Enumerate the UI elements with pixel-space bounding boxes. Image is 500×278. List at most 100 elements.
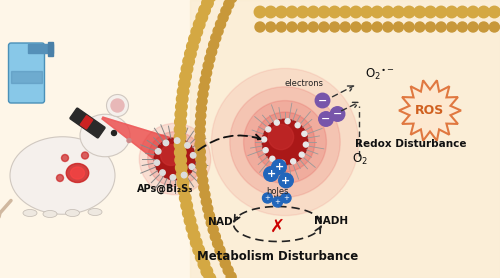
- Circle shape: [298, 22, 308, 32]
- Text: +: +: [283, 195, 289, 201]
- Bar: [48, 41, 54, 56]
- Circle shape: [198, 175, 208, 185]
- Polygon shape: [102, 117, 182, 170]
- Circle shape: [224, 0, 234, 9]
- Text: +: +: [282, 175, 290, 185]
- Circle shape: [281, 193, 291, 203]
- Circle shape: [340, 6, 351, 18]
- Circle shape: [201, 266, 212, 277]
- Text: ROS: ROS: [416, 104, 444, 117]
- Circle shape: [174, 139, 186, 151]
- Circle shape: [160, 145, 182, 165]
- Circle shape: [202, 68, 211, 78]
- Circle shape: [372, 6, 383, 18]
- Circle shape: [361, 6, 372, 18]
- Circle shape: [188, 230, 200, 241]
- Circle shape: [424, 6, 436, 18]
- Circle shape: [350, 6, 362, 18]
- Ellipse shape: [80, 114, 130, 157]
- Circle shape: [330, 107, 345, 121]
- Circle shape: [184, 215, 196, 226]
- Circle shape: [62, 155, 68, 162]
- Circle shape: [185, 143, 190, 148]
- Bar: [80, 116, 92, 129]
- Circle shape: [304, 142, 308, 147]
- Circle shape: [264, 167, 278, 181]
- Circle shape: [175, 108, 186, 120]
- Circle shape: [215, 245, 225, 255]
- Polygon shape: [102, 117, 182, 170]
- Circle shape: [176, 93, 188, 105]
- Circle shape: [200, 190, 210, 200]
- Circle shape: [446, 22, 456, 32]
- Circle shape: [202, 0, 213, 9]
- Circle shape: [458, 22, 468, 32]
- Circle shape: [204, 273, 216, 278]
- Text: +: +: [274, 162, 283, 172]
- Circle shape: [490, 22, 500, 32]
- Circle shape: [212, 68, 358, 216]
- Circle shape: [206, 47, 216, 57]
- Circle shape: [196, 118, 205, 128]
- Circle shape: [195, 125, 205, 135]
- Text: APs@Bi₂S₃: APs@Bi₂S₃: [137, 184, 193, 194]
- Circle shape: [308, 6, 319, 18]
- Circle shape: [106, 95, 128, 116]
- Bar: [28, 44, 52, 53]
- Circle shape: [190, 153, 196, 158]
- Text: Metabolism Disturbance: Metabolism Disturbance: [197, 250, 358, 264]
- Text: $\mathregular{O_2}^{\bullet-}$: $\mathregular{O_2}^{\bullet-}$: [365, 67, 395, 82]
- Circle shape: [205, 54, 215, 64]
- Text: $\mathregular{O_2}$: $\mathregular{O_2}$: [352, 152, 368, 167]
- FancyBboxPatch shape: [8, 43, 44, 103]
- Circle shape: [160, 170, 165, 175]
- Circle shape: [156, 148, 161, 154]
- Circle shape: [468, 6, 479, 18]
- Ellipse shape: [66, 210, 80, 217]
- Circle shape: [415, 22, 425, 32]
- Circle shape: [174, 138, 180, 143]
- Circle shape: [372, 22, 382, 32]
- Circle shape: [56, 175, 64, 182]
- Circle shape: [263, 148, 268, 153]
- Circle shape: [262, 119, 308, 165]
- Circle shape: [220, 259, 230, 269]
- Polygon shape: [190, 0, 500, 278]
- Circle shape: [163, 140, 168, 146]
- Circle shape: [318, 6, 330, 18]
- Circle shape: [112, 130, 116, 135]
- Text: +: +: [266, 169, 276, 179]
- Circle shape: [178, 86, 189, 97]
- Ellipse shape: [66, 163, 89, 182]
- Circle shape: [180, 192, 191, 204]
- Circle shape: [330, 22, 340, 32]
- Ellipse shape: [43, 210, 57, 217]
- Circle shape: [218, 252, 228, 262]
- Circle shape: [394, 22, 404, 32]
- Circle shape: [265, 6, 276, 18]
- Circle shape: [362, 22, 372, 32]
- Circle shape: [184, 48, 196, 59]
- Circle shape: [196, 161, 206, 171]
- Text: −: −: [322, 114, 330, 124]
- Circle shape: [383, 22, 393, 32]
- Circle shape: [186, 41, 198, 52]
- Circle shape: [262, 193, 272, 203]
- Circle shape: [127, 138, 131, 143]
- Circle shape: [351, 22, 361, 32]
- Circle shape: [182, 63, 193, 75]
- Circle shape: [196, 12, 207, 23]
- Circle shape: [270, 156, 275, 161]
- Circle shape: [266, 22, 276, 32]
- Circle shape: [180, 71, 192, 82]
- Circle shape: [297, 6, 308, 18]
- Circle shape: [223, 265, 233, 275]
- Circle shape: [206, 218, 216, 228]
- Circle shape: [446, 6, 458, 18]
- Circle shape: [194, 19, 205, 30]
- Circle shape: [208, 225, 218, 235]
- Circle shape: [244, 101, 326, 183]
- Text: +: +: [274, 199, 280, 205]
- Circle shape: [392, 6, 404, 18]
- Circle shape: [290, 159, 296, 164]
